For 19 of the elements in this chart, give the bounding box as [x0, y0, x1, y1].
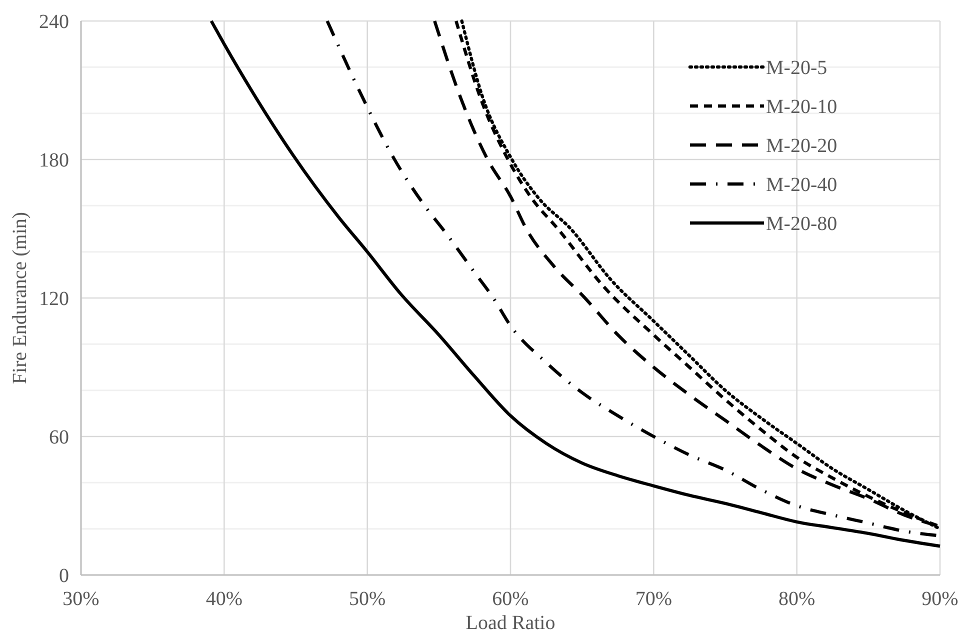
y-tick-label: 60 [49, 426, 69, 448]
legend-label: M-20-40 [766, 174, 838, 196]
y-tick-label: 180 [39, 150, 69, 172]
y-tick-label: 0 [59, 565, 69, 587]
x-tick-label: 70% [635, 588, 672, 610]
x-tick-label: 60% [492, 588, 529, 610]
legend-label: M-20-80 [766, 213, 838, 235]
x-tick-label: 30% [62, 588, 100, 610]
y-tick-label: 240 [39, 11, 69, 33]
x-tick-label: 80% [778, 588, 816, 610]
legend-label: M-20-10 [766, 96, 838, 118]
legend-label: M-20-5 [766, 57, 828, 79]
y-tick-label: 120 [39, 288, 69, 310]
x-tick-label: 40% [206, 588, 243, 610]
x-axis-title: Load Ratio [466, 612, 556, 634]
y-axis-title: Fire Endurance (min) [9, 212, 31, 384]
x-tick-label: 90% [922, 588, 958, 610]
legend-label: M-20-20 [766, 135, 838, 157]
x-tick-label: 50% [348, 588, 386, 610]
